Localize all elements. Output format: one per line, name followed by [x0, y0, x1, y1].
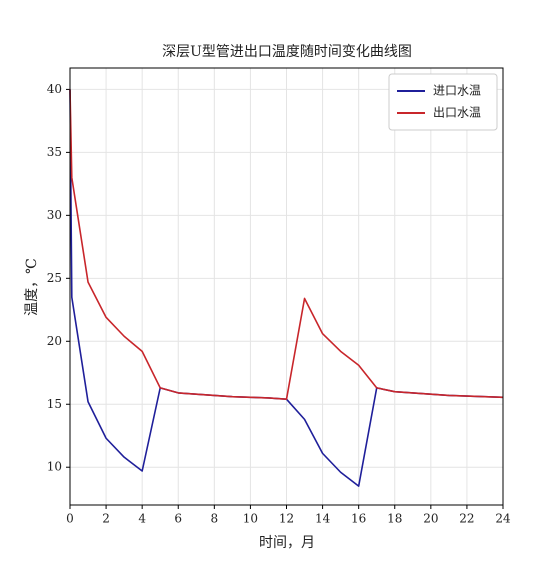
- legend-label: 出口水温: [433, 106, 481, 120]
- y-tick-label: 30: [47, 208, 62, 222]
- x-axis-label: 时间，月: [259, 535, 315, 551]
- x-tick-label: 18: [387, 512, 402, 526]
- legend-box: [388, 73, 498, 131]
- y-tick-label: 20: [47, 334, 62, 348]
- series-line: [69, 89, 504, 401]
- legend-label: 进口水温: [433, 84, 481, 98]
- y-tick-label: 15: [47, 397, 62, 411]
- chart-title: 深层U型管进出口温度随时间变化曲线图: [162, 44, 412, 60]
- x-tick-label: 8: [211, 512, 219, 526]
- x-tick-label: 10: [243, 512, 258, 526]
- y-tick-label: 10: [47, 460, 62, 474]
- x-tick-label: 24: [495, 512, 511, 526]
- plot-frame: [69, 67, 504, 506]
- x-tick-label: 0: [66, 512, 74, 526]
- x-tick-label: 12: [279, 512, 294, 526]
- y-tick-label: 25: [47, 271, 62, 285]
- x-tick-label: 2: [102, 512, 110, 526]
- y-tick-label: 40: [47, 82, 62, 96]
- x-tick-label: 22: [459, 512, 474, 526]
- x-tick-label: 16: [351, 512, 366, 526]
- y-tick-label: 35: [47, 145, 62, 159]
- x-tick-label: 20: [423, 512, 438, 526]
- x-tick-label: 6: [174, 512, 182, 526]
- y-axis-label: 温度，℃: [24, 258, 40, 316]
- x-tick-label: 14: [315, 512, 331, 526]
- x-tick-label: 4: [138, 512, 146, 526]
